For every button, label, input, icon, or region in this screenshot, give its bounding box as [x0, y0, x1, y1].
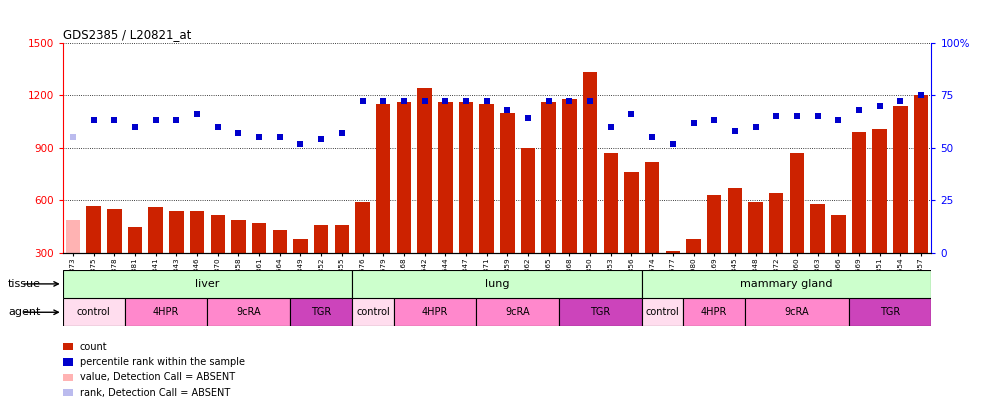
Text: control: control: [77, 307, 110, 317]
Bar: [769, 194, 783, 253]
Bar: [66, 220, 81, 253]
Bar: [169, 211, 184, 253]
Text: lung: lung: [485, 279, 509, 289]
Bar: [352, 298, 394, 326]
Bar: [683, 298, 746, 326]
Bar: [849, 298, 931, 326]
Text: count: count: [80, 342, 107, 352]
Bar: [314, 225, 328, 253]
Bar: [397, 102, 412, 253]
Text: 9cRA: 9cRA: [505, 307, 530, 317]
Bar: [438, 102, 452, 253]
Bar: [232, 220, 246, 253]
Bar: [707, 195, 722, 253]
Bar: [852, 132, 866, 253]
Text: TGR: TGR: [880, 307, 901, 317]
Bar: [190, 211, 205, 253]
Text: control: control: [645, 307, 679, 317]
Text: TGR: TGR: [590, 307, 610, 317]
Text: 4HPR: 4HPR: [701, 307, 728, 317]
Text: control: control: [356, 307, 390, 317]
Bar: [642, 270, 931, 298]
Text: 9cRA: 9cRA: [784, 307, 809, 317]
Bar: [148, 207, 163, 253]
Text: 9cRA: 9cRA: [237, 307, 261, 317]
Bar: [394, 298, 476, 326]
Bar: [293, 239, 308, 253]
Text: mammary gland: mammary gland: [741, 279, 833, 289]
Bar: [913, 95, 928, 253]
Bar: [521, 148, 535, 253]
Bar: [810, 204, 825, 253]
Bar: [86, 206, 100, 253]
Bar: [728, 188, 743, 253]
Bar: [63, 298, 124, 326]
Bar: [352, 270, 642, 298]
Bar: [645, 162, 659, 253]
Bar: [582, 72, 597, 253]
Text: liver: liver: [195, 279, 220, 289]
Text: percentile rank within the sample: percentile rank within the sample: [80, 357, 245, 367]
Bar: [479, 104, 494, 253]
Text: rank, Detection Call = ABSENT: rank, Detection Call = ABSENT: [80, 388, 230, 398]
Bar: [459, 102, 473, 253]
Bar: [476, 298, 559, 326]
Bar: [603, 153, 618, 253]
Bar: [624, 173, 639, 253]
Bar: [335, 225, 349, 253]
Bar: [355, 202, 370, 253]
Bar: [376, 104, 391, 253]
Bar: [559, 298, 642, 326]
Text: agent: agent: [8, 307, 41, 317]
Bar: [542, 102, 556, 253]
Bar: [208, 298, 290, 326]
Bar: [642, 298, 683, 326]
Bar: [290, 298, 352, 326]
Bar: [666, 252, 680, 253]
Bar: [789, 153, 804, 253]
Bar: [500, 113, 515, 253]
Text: GDS2385 / L20821_at: GDS2385 / L20821_at: [63, 28, 191, 41]
Text: 4HPR: 4HPR: [421, 307, 448, 317]
Bar: [124, 298, 208, 326]
Bar: [417, 88, 431, 253]
Bar: [211, 215, 225, 253]
Bar: [746, 298, 849, 326]
Bar: [128, 227, 142, 253]
Bar: [272, 230, 287, 253]
Bar: [894, 106, 908, 253]
Bar: [251, 223, 266, 253]
Bar: [748, 202, 762, 253]
Bar: [63, 270, 352, 298]
Text: 4HPR: 4HPR: [153, 307, 179, 317]
Bar: [686, 239, 701, 253]
Text: value, Detection Call = ABSENT: value, Detection Call = ABSENT: [80, 373, 235, 382]
Text: tissue: tissue: [8, 279, 41, 289]
Bar: [563, 99, 577, 253]
Bar: [873, 128, 887, 253]
Bar: [831, 215, 846, 253]
Text: TGR: TGR: [311, 307, 331, 317]
Bar: [107, 209, 121, 253]
